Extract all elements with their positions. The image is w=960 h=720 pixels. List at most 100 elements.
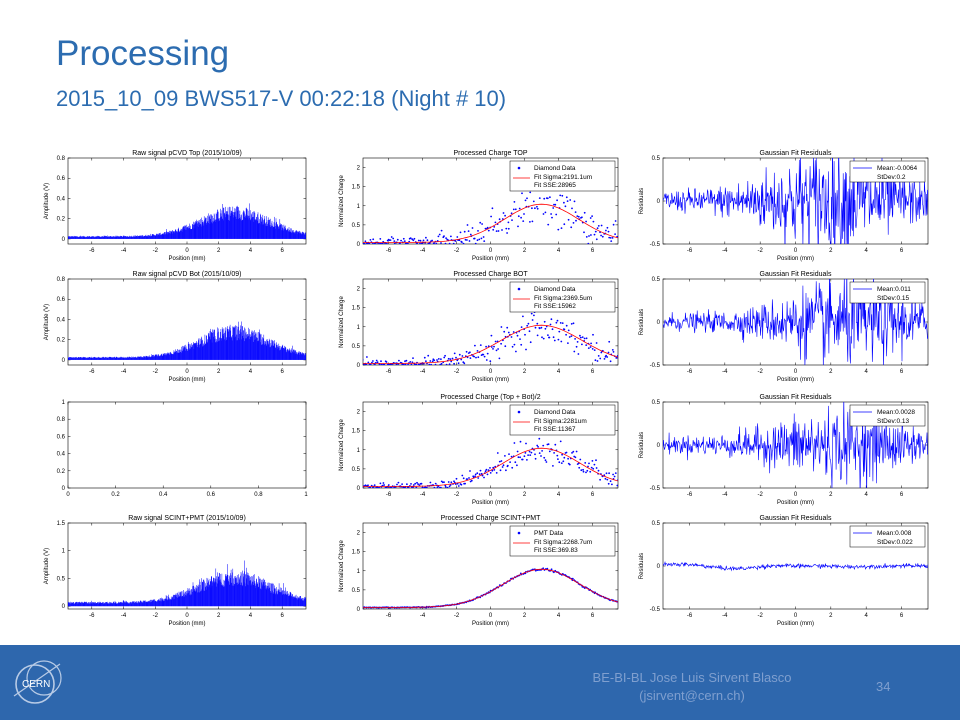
data-point	[572, 222, 575, 224]
data-point	[513, 442, 516, 444]
data-point	[604, 477, 607, 480]
data-point	[461, 355, 464, 357]
data-point	[456, 236, 459, 238]
data-point	[389, 363, 392, 365]
data-point	[460, 483, 463, 486]
y-axis-label: Amplitude (V)	[44, 183, 50, 219]
data-point	[600, 224, 603, 227]
data-point	[502, 464, 505, 467]
data-point	[444, 242, 447, 244]
data-point	[528, 450, 531, 453]
data-point	[606, 356, 609, 358]
data-point	[607, 230, 610, 233]
data-point	[497, 230, 500, 232]
data-point	[534, 457, 537, 460]
chart-proc-bot: -6 -4 -2 0 2 4 6 0 0.5 1 1.5 2 Processed Charge BOT P…	[339, 271, 619, 383]
legend-box	[509, 160, 616, 192]
x-tick-label: 2	[829, 613, 833, 619]
data-point	[414, 482, 417, 485]
data-point	[563, 328, 566, 331]
data-point	[491, 207, 494, 210]
data-point	[584, 462, 587, 464]
x-tick-label: -6	[687, 492, 693, 498]
x-tick-label: -4	[722, 369, 728, 375]
y-tick-label: 0.5	[352, 344, 361, 350]
y-tick-label: 0.5	[57, 576, 66, 582]
data-point	[501, 229, 503, 231]
x-tick-label: 4	[249, 369, 253, 375]
data-point	[440, 358, 442, 360]
data-point	[490, 346, 493, 348]
data-point	[565, 333, 567, 336]
data-point	[489, 472, 492, 474]
data-point	[481, 223, 483, 225]
data-point	[564, 205, 567, 208]
data-point	[419, 242, 421, 244]
data-point	[416, 242, 418, 244]
data-point	[575, 345, 578, 348]
data-point	[503, 330, 506, 333]
data-point	[544, 327, 547, 330]
data-point	[411, 361, 414, 364]
data-point	[607, 482, 610, 485]
x-tick-label: -2	[757, 613, 763, 619]
y-tick-label: -0.5	[650, 486, 661, 492]
data-point	[443, 235, 445, 238]
data-point	[431, 239, 433, 242]
chart-resid-top: -6 -4 -2 0 2 4 6 -0.5 0 0.5 Gaussian Fit Residuals…	[639, 150, 929, 262]
data-point	[514, 461, 517, 464]
data-point	[569, 199, 572, 201]
data-point	[561, 453, 563, 456]
data-point	[583, 211, 586, 214]
data-point	[466, 239, 468, 241]
data-point	[579, 458, 582, 461]
data-point	[525, 442, 527, 445]
y-tick-label: 0	[657, 320, 661, 326]
footer-email: (jsirvent@cern.ch)	[639, 688, 745, 703]
x-tick-label: 0	[794, 613, 798, 619]
data-point	[477, 477, 480, 479]
data-point	[566, 200, 569, 203]
data-point	[460, 358, 463, 361]
data-point	[519, 456, 521, 459]
legend-marker	[517, 410, 521, 414]
data-point	[553, 571, 555, 574]
data-point	[371, 361, 373, 364]
x-tick-label: -2	[454, 492, 460, 498]
data-point	[500, 460, 503, 462]
data-point	[380, 360, 382, 363]
data-point	[467, 230, 470, 233]
data-point	[570, 226, 573, 229]
data-point	[410, 363, 413, 365]
data-point	[605, 354, 607, 357]
x-tick-label: 2	[829, 248, 833, 254]
data-point	[550, 568, 553, 571]
data-point	[574, 456, 577, 459]
data-point	[365, 363, 368, 365]
data-point	[516, 450, 519, 453]
x-axis-label: Position (mm)	[168, 377, 205, 383]
data-point	[552, 207, 555, 209]
data-point	[529, 221, 531, 223]
data-point	[512, 208, 515, 211]
chart-title: Raw signal pCVD Top (2015/10/09)	[132, 150, 242, 157]
data-point	[546, 197, 549, 200]
data-point	[511, 466, 514, 469]
data-point	[576, 341, 579, 343]
data-point	[553, 452, 555, 454]
legend-label: Mean:0.0028	[877, 409, 915, 416]
data-point	[578, 466, 581, 469]
x-tick-label: 2	[217, 613, 221, 619]
data-point	[492, 348, 494, 350]
data-point	[412, 484, 415, 486]
chart-title: Processed Charge BOT	[453, 271, 528, 278]
data-point	[455, 477, 458, 480]
data-point	[504, 214, 506, 217]
y-tick-label: -0.5	[650, 607, 661, 613]
data-point	[560, 462, 563, 464]
chart-title: Processed Charge SCINT+PMT	[441, 515, 542, 522]
data-point	[538, 197, 541, 200]
data-point	[616, 484, 618, 487]
x-tick-label: 1	[304, 492, 308, 498]
y-tick-label: 0.2	[57, 469, 66, 475]
